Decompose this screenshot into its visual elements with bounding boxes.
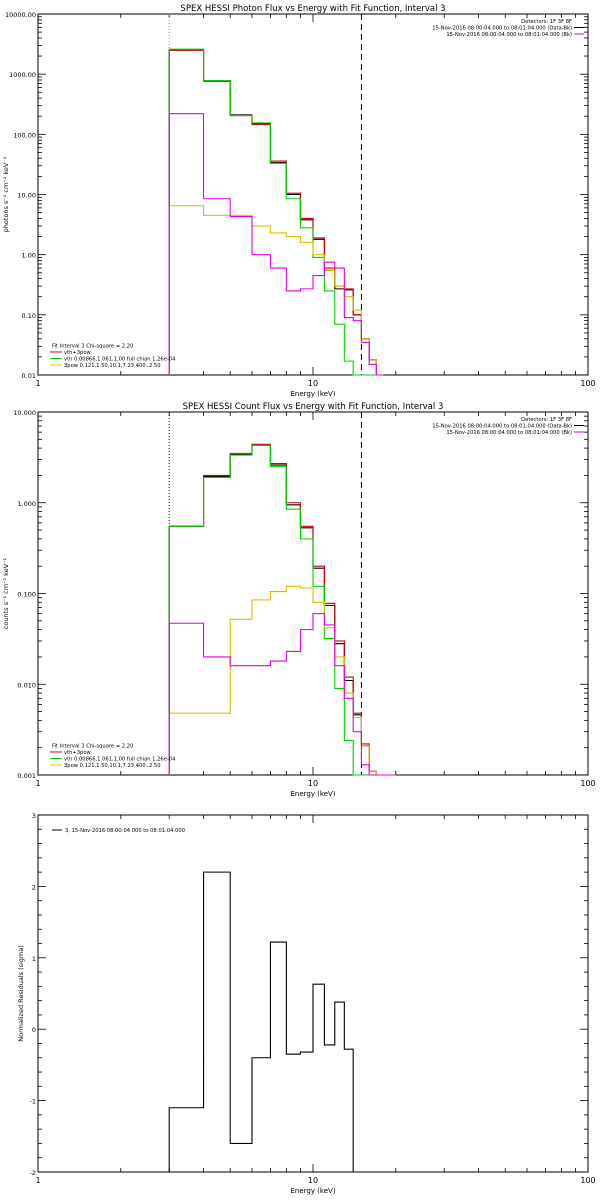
legend-topleft: 3, 15-Nov-2016 08:00:04.000 to 08:01:04.…: [52, 828, 185, 834]
chart-title: SPEX HESSI Count Flux vs Energy with Fit…: [183, 402, 444, 412]
y-tick-label: 0.10: [22, 312, 36, 320]
legend-entry: vth+3pow: [64, 350, 92, 356]
y-tick-label: 2: [32, 883, 36, 891]
x-tick-label: 10: [308, 779, 318, 788]
legend-entry: Detectors: 1F 3F 8F: [521, 417, 572, 423]
legend-entry: vth 0.00866,1.061,1.00 full chian 1.26e-…: [64, 357, 176, 363]
x-axis-label: Energy (keV): [290, 790, 335, 798]
y-axis: 0.01 0.10 1.00 10.00 100.00 1000.00 10000.00 ph…: [2, 11, 588, 380]
legend: Fit Interval 3 Chi-square = 2.20vth+3pow…: [50, 344, 176, 369]
y-tick-label: 0.100: [17, 591, 36, 599]
y-tick-label: -2: [30, 1169, 36, 1177]
y-axis-label: photons s⁻¹ cm⁻² keV⁻¹: [2, 156, 10, 232]
x-tick-label: 10: [308, 379, 318, 388]
y-tick-label: -1: [30, 1098, 36, 1106]
legend-entry: 15-Nov-2016 08:00:04.000 to 08:01:04.000…: [446, 32, 572, 38]
x-tick-label: 10: [308, 1176, 318, 1185]
plot-frame: [37, 13, 589, 376]
series-3-15-nov-2016-08-00-04-000-to-08-01-04-000: [168, 871, 354, 1172]
legend: Fit Interval 3 Chi-square = 2.20vth+3pow…: [50, 744, 176, 769]
series-vth: [168, 48, 384, 376]
legend-entry: 3pow 0.121,1.50,10.1,7.23,400.,2.50: [64, 363, 161, 369]
chart-panel-1: SPEX HESSI Photon Flux vs Energy with Fi…: [2, 4, 596, 398]
y-tick-label: 10000.00: [5, 11, 36, 19]
y-axis: -2 -1 0 1 2 3 Normalized Residuals (sigma): [17, 812, 588, 1177]
x-tick-label: 1: [35, 779, 40, 788]
legend-entry: 3pow 0.121,1.50,10.1,7.23,400.,2.50: [64, 763, 161, 769]
y-tick-label: 10.000: [13, 409, 36, 417]
x-axis-label: Energy (keV): [290, 390, 335, 398]
legend-entry: 15-Nov-2016 08:00:04.000 to 08:01:04.000…: [432, 26, 572, 32]
series-magenta: [168, 613, 396, 776]
series-vth-3pow: [168, 49, 384, 376]
x-tick-label: 100: [580, 779, 595, 788]
y-tick-label: 0.01: [22, 372, 36, 380]
series-magenta: [168, 113, 384, 376]
chart-title: SPEX HESSI Photon Flux vs Energy with Fi…: [180, 4, 445, 14]
legend-entry: vth+3pow: [64, 750, 92, 756]
series-data: [168, 49, 384, 376]
x-axis: 1 10 100 Energy (keV): [35, 14, 596, 398]
x-axis-label: Energy (keV): [290, 1187, 335, 1195]
legend-entry: vth 0.00866,1.061,1.00 full chian 1.26e-…: [64, 757, 176, 763]
y-axis-label: counts s⁻¹ cm⁻² keV⁻¹: [2, 557, 10, 629]
y-tick-label: 1.00: [22, 252, 36, 260]
y-tick-label: 0.001: [17, 772, 36, 780]
x-tick-label: 1: [35, 379, 40, 388]
y-tick-label: 100.00: [13, 131, 36, 139]
chart-panel-3: 1 10 100 Energy (keV) -2 -1 0 1 2 3 Normalized Res…: [17, 812, 596, 1195]
y-tick-label: 1: [32, 955, 36, 963]
y-tick-label: 10.00: [17, 192, 36, 200]
legend-entry: 3, 15-Nov-2016 08:00:04.000 to 08:01:04.…: [65, 828, 185, 834]
legend-entry: Fit Interval 3 Chi-square = 2.20: [52, 344, 133, 350]
x-tick-label: 100: [580, 379, 595, 388]
y-axis: 0.001 0.010 0.100 1.000 10.000 counts s⁻¹ cm⁻…: [2, 409, 588, 780]
y-tick-label: 0: [32, 1026, 36, 1034]
y-axis-label: Normalized Residuals (sigma): [17, 945, 25, 1042]
legend-entry: Fit Interval 3 Chi-square = 2.20: [52, 744, 133, 750]
legend-entry: 15-Nov-2016 08:00:04.000 to 08:01:04.000…: [446, 430, 572, 436]
legend-entry: Detectors: 1F 3F 8F: [521, 19, 572, 25]
chart-panel-2: SPEX HESSI Count Flux vs Energy with Fit…: [2, 402, 596, 798]
legend-entry: 15-Nov-2016 08:00:04.000 to 08:01:04.000…: [432, 424, 572, 430]
series-3pow: [168, 205, 384, 376]
series-vth: [168, 444, 396, 776]
x-tick-label: 100: [580, 1176, 595, 1185]
x-tick-label: 1: [35, 1176, 40, 1185]
y-tick-label: 3: [32, 812, 36, 820]
y-tick-label: 0.010: [17, 681, 36, 689]
y-tick-label: 1000.00: [9, 71, 36, 79]
y-tick-label: 1.000: [17, 500, 36, 508]
x-axis: 1 10 100 Energy (keV): [35, 412, 596, 798]
